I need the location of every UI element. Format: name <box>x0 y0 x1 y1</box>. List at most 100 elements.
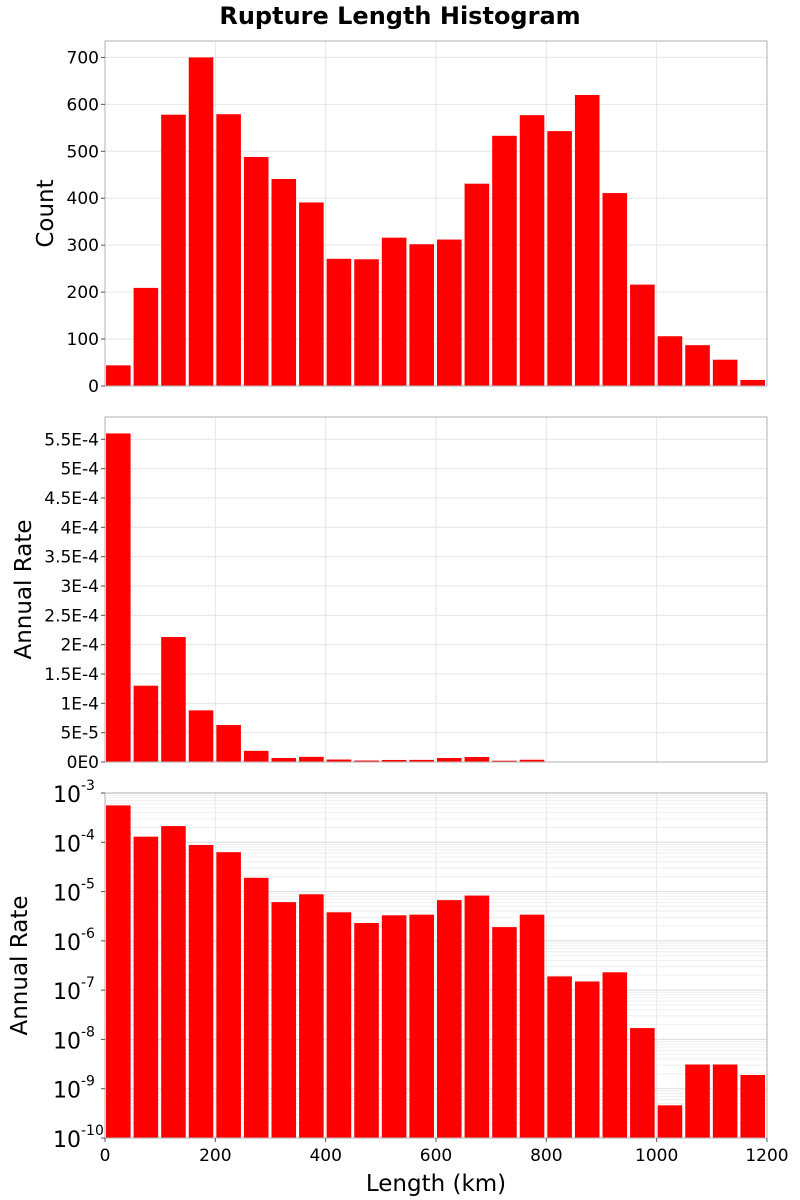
histogram-bar <box>271 758 297 762</box>
x-tick-label: 1000 <box>635 1146 678 1166</box>
y-tick-label: 400 <box>67 189 99 209</box>
histogram-bar <box>492 760 517 762</box>
histogram-bar <box>519 115 545 386</box>
histogram-bar <box>437 758 462 762</box>
x-axis-label: Length (km) <box>366 1171 506 1197</box>
y-tick-label: 5E-4 <box>60 460 99 480</box>
histogram-bar <box>492 927 517 1138</box>
y-tick-label: 2.5E-4 <box>44 606 99 626</box>
y-tick-exponent: -5 <box>81 877 95 893</box>
histogram-bar <box>188 710 214 762</box>
y-tick-label: 700 <box>67 48 99 68</box>
histogram-bar <box>602 193 628 386</box>
histogram-bar <box>299 202 324 386</box>
histogram-bar <box>464 183 490 386</box>
histogram-bar <box>271 179 297 386</box>
y-tick-label: 10 <box>53 1029 81 1054</box>
y-tick-label: 3.5E-4 <box>44 548 99 568</box>
y-tick-label: 10 <box>53 931 81 956</box>
y-tick-exponent: -9 <box>81 1074 95 1090</box>
histogram-bar <box>188 57 214 387</box>
y-axis-label: Annual Rate <box>7 896 33 1036</box>
y-tick-label: 1.5E-4 <box>44 665 99 685</box>
histogram-bar <box>271 902 297 1138</box>
histogram-bar <box>547 976 572 1138</box>
y-tick-label: 10 <box>53 1128 81 1153</box>
histogram-bar <box>409 244 434 386</box>
histogram-bar <box>740 379 765 386</box>
histogram-bar <box>437 239 462 386</box>
histogram-bar <box>326 258 352 386</box>
y-tick-label: 200 <box>67 283 99 303</box>
histogram-bar <box>243 156 269 386</box>
y-tick-exponent: -7 <box>81 975 95 991</box>
histogram-bar <box>133 685 159 762</box>
y-tick-label: 5E-5 <box>60 724 99 744</box>
histogram-bar <box>106 433 131 762</box>
x-axis: 0 200 400 600 800 1000 1200 Length (km) <box>100 1138 789 1197</box>
histogram-bar <box>133 287 159 386</box>
histogram-bar <box>299 756 324 762</box>
histogram-bar <box>492 135 517 386</box>
y-tick-exponent: -8 <box>81 1024 95 1040</box>
histogram-bar <box>464 895 490 1138</box>
y-axis-label: Count <box>33 179 59 247</box>
histogram-bar <box>161 114 186 386</box>
histogram-bar <box>243 877 269 1138</box>
histogram-bar <box>354 923 379 1138</box>
y-tick-label: 0E0 <box>67 753 99 773</box>
histogram-bar <box>464 757 490 762</box>
histogram-bar <box>437 900 462 1138</box>
histogram-bar <box>685 1064 710 1138</box>
y-tick-label: 5.5E-4 <box>44 430 99 450</box>
count-histogram-panel: 0 100 200 300 400 500 600 700 Count <box>33 40 768 397</box>
histogram-bar <box>106 365 131 386</box>
plot-frame <box>104 416 768 763</box>
y-tick-label: 10 <box>53 1079 81 1104</box>
histogram-bar <box>381 759 407 762</box>
y-tick-label: 4.5E-4 <box>44 489 99 509</box>
histogram-bar <box>326 912 352 1138</box>
y-tick-label: 10 <box>53 882 81 907</box>
histogram-bar <box>381 915 407 1138</box>
histogram-bar <box>216 852 241 1138</box>
histogram-bar <box>409 914 434 1138</box>
x-tick-label: 0 <box>100 1146 111 1166</box>
y-tick-label: 2E-4 <box>60 636 99 656</box>
histogram-bar <box>519 759 545 762</box>
x-tick-label: 200 <box>199 1146 231 1166</box>
histogram-bar <box>685 345 710 386</box>
y-tick-label: 10 <box>53 783 81 808</box>
y-tick-label: 4E-4 <box>60 518 99 538</box>
histogram-bar <box>712 1064 738 1138</box>
x-tick-label: 800 <box>530 1146 562 1166</box>
y-tick-label: 10 <box>53 832 81 857</box>
histogram-bar <box>381 237 407 386</box>
histogram-bar <box>657 1105 683 1138</box>
annual-rate-linear-panel: 0E0 5E-5 1E-4 1.5E-4 2E-4 2.5E-4 3E-4 3.5E-4 4E-… <box>11 416 768 773</box>
y-tick-label: 10 <box>53 980 81 1005</box>
chart-title: Rupture Length Histogram <box>219 2 581 30</box>
y-tick-exponent: -3 <box>81 778 95 794</box>
histogram-bar <box>602 972 628 1138</box>
y-tick-label: 1E-4 <box>60 694 99 714</box>
histogram-bar <box>354 259 379 386</box>
histogram-bar <box>574 981 600 1138</box>
histogram-bar <box>712 359 738 386</box>
y-tick-exponent: -6 <box>81 926 95 942</box>
y-tick-label: 600 <box>67 95 99 115</box>
y-tick-label: 3E-4 <box>60 577 99 597</box>
y-tick-label: 0 <box>88 377 99 397</box>
histogram-bar <box>630 1028 655 1138</box>
histogram-bar <box>216 725 241 762</box>
y-tick-exponent: -10 <box>81 1123 104 1139</box>
histogram-bar <box>630 284 655 386</box>
histogram-bar <box>106 805 131 1138</box>
x-tick-label: 1200 <box>745 1146 788 1166</box>
y-tick-label: 100 <box>67 330 99 350</box>
histogram-bar <box>161 826 186 1138</box>
plot-frame <box>104 40 768 387</box>
histogram-bar <box>574 94 600 387</box>
